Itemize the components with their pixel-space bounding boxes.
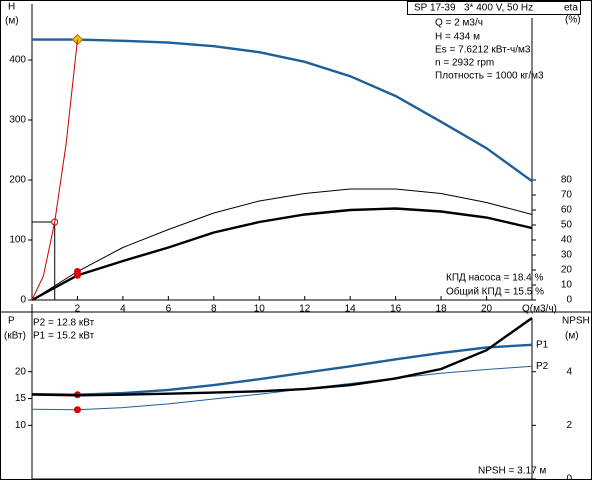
duty-marker bbox=[73, 271, 81, 279]
curve bbox=[31, 343, 533, 396]
y-tick-label: 15 bbox=[15, 393, 27, 404]
curve bbox=[31, 365, 533, 411]
y-tick-label: 300 bbox=[9, 115, 26, 126]
series-label: P1 bbox=[536, 339, 549, 350]
y-unit: (м) bbox=[5, 16, 19, 27]
series-label: P2 bbox=[536, 361, 549, 372]
x-tick-label: 10 bbox=[254, 304, 266, 315]
y2-tick-label: 2 bbox=[566, 420, 572, 431]
y-tick-label: 400 bbox=[9, 55, 26, 66]
info: n = 2932 rpm bbox=[435, 58, 494, 69]
y2-tick-label: 80 bbox=[561, 175, 573, 186]
y-tick-label: 100 bbox=[9, 235, 26, 246]
x-label: Q(м3/ч) bbox=[522, 304, 557, 315]
info: Плотность = 1000 кг/м3 bbox=[435, 71, 544, 82]
y2-unit: (%) bbox=[565, 15, 581, 26]
curve bbox=[32, 38, 533, 183]
x-tick-label: 18 bbox=[436, 304, 448, 315]
x-tick-label: 16 bbox=[390, 304, 402, 315]
y2-tick-label: 0 bbox=[566, 295, 572, 306]
curve bbox=[31, 207, 533, 302]
y2-tick-label: 50 bbox=[561, 220, 573, 231]
y2-tick-label: 60 bbox=[561, 205, 573, 216]
y2-tick-label: 30 bbox=[561, 250, 573, 261]
npsh-info: NPSH = 3.17 м bbox=[478, 466, 546, 477]
y2-tick-label: 70 bbox=[561, 190, 573, 201]
info: Es = 7.6212 кВт-ч/м3 bbox=[435, 45, 531, 56]
y-label: P bbox=[8, 316, 15, 327]
y2-label: eta bbox=[564, 3, 578, 14]
y-tick-label: 0 bbox=[20, 295, 26, 306]
x-tick-label: 8 bbox=[211, 304, 217, 315]
p1-info: P1 = 15.2 кВт bbox=[33, 331, 95, 342]
x-tick-label: 6 bbox=[166, 304, 172, 315]
y-tick-label: 20 bbox=[15, 366, 27, 377]
p2-info: P2 = 12.8 кВт bbox=[33, 318, 95, 329]
info: Q = 2 м3/ч bbox=[435, 18, 483, 29]
y-tick-label: 200 bbox=[9, 175, 26, 186]
y2-tick-label: 40 bbox=[561, 235, 573, 246]
total-efficiency: Общий КПД = 15.5 % bbox=[446, 286, 544, 298]
title-box bbox=[407, 1, 581, 15]
y2-tick-label: 0 bbox=[566, 474, 572, 480]
y-unit: (кВт) bbox=[4, 331, 26, 342]
curve bbox=[31, 39, 78, 301]
x-tick-label: 14 bbox=[345, 304, 357, 315]
pump-model: SP 17-39 bbox=[414, 3, 456, 14]
pump-efficiency: КПД насоса = 18.4 % bbox=[446, 273, 544, 284]
y2-tick-label: 20 bbox=[561, 265, 573, 276]
duty-marker bbox=[73, 406, 81, 414]
x-tick-label: 2 bbox=[75, 304, 81, 315]
motor-spec: 3* 400 V, 50 Hz bbox=[464, 3, 533, 14]
y2-tick-label: 4 bbox=[566, 366, 572, 377]
y-tick-label: 10 bbox=[15, 420, 27, 431]
y2-tick-label: 10 bbox=[561, 280, 573, 291]
curve bbox=[31, 188, 533, 301]
info: H = 434 м bbox=[435, 32, 480, 43]
y-label: H bbox=[8, 2, 15, 13]
x-tick-label: 4 bbox=[120, 304, 126, 315]
y2-unit: (м) bbox=[565, 331, 579, 342]
x-tick-label: 12 bbox=[299, 304, 311, 315]
y2-label: NPSH bbox=[562, 316, 590, 327]
x-tick-label: 20 bbox=[481, 304, 493, 315]
curve bbox=[31, 317, 533, 397]
